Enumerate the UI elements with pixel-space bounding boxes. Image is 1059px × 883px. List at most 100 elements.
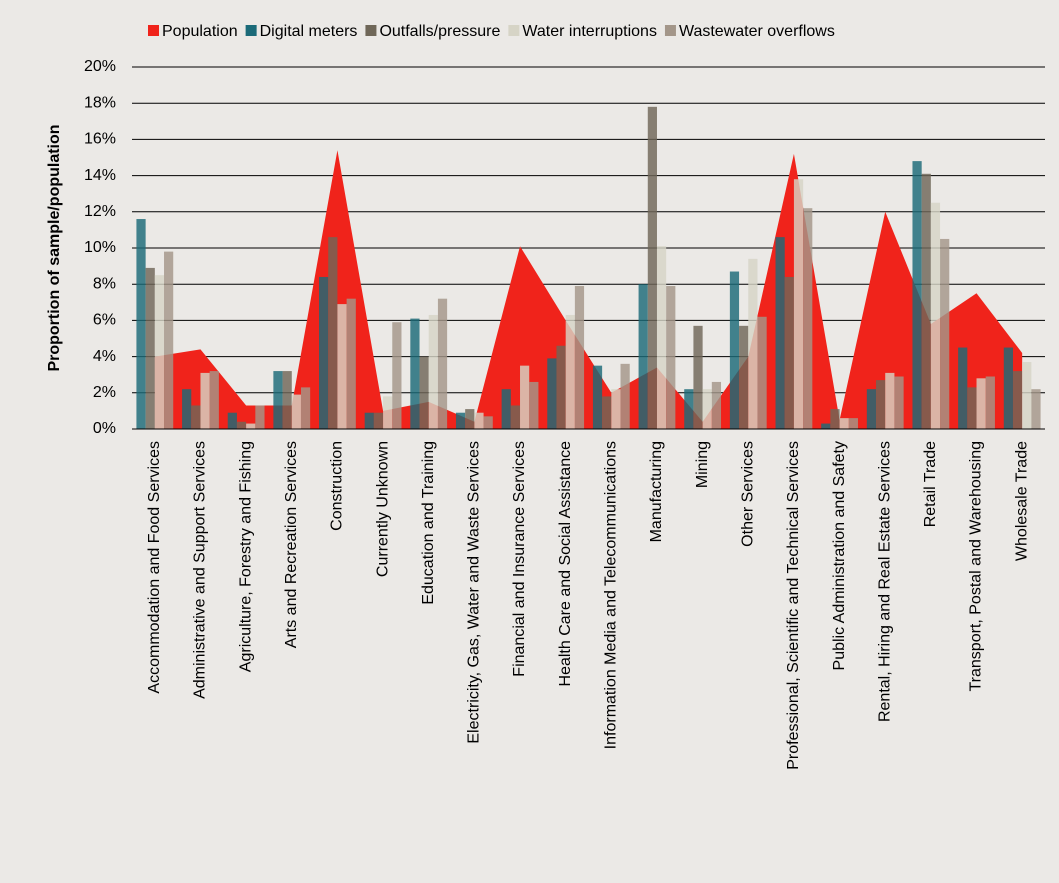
legend-label: Digital meters: [260, 23, 358, 40]
bar: [246, 423, 256, 429]
bar: [182, 389, 192, 429]
bar: [300, 387, 311, 429]
x-tick-label: Other Services: [739, 441, 756, 547]
x-tick-label: Construction: [329, 441, 346, 531]
bar: [620, 363, 630, 429]
x-tick-label: Information Media and Telecommunications: [603, 441, 620, 749]
x-tick-label: Arts and Recreation Services: [283, 441, 300, 648]
bar: [1022, 362, 1032, 429]
bar: [830, 409, 840, 429]
legend-swatch: [664, 25, 676, 36]
bar: [1031, 389, 1041, 429]
bar: [866, 389, 877, 429]
x-tick-label: Wholesale Trade: [1013, 441, 1030, 561]
legend-swatch: [148, 25, 159, 36]
legend-label: Wastewater overflows: [679, 23, 835, 40]
bar: [200, 372, 210, 429]
bar: [209, 371, 219, 429]
y-tick-label: 4%: [93, 348, 116, 365]
legend-swatch: [245, 25, 257, 36]
legend-label: Water interruptions: [522, 23, 657, 40]
y-tick-label: 16%: [84, 131, 116, 148]
bar: [967, 387, 977, 429]
bar: [711, 381, 722, 429]
bar: [876, 380, 886, 429]
bar: [821, 423, 831, 429]
x-tick-label: Mining: [694, 441, 711, 488]
y-tick-label: 6%: [93, 312, 116, 329]
bar: [383, 396, 393, 429]
bar: [930, 202, 941, 429]
bar: [346, 298, 356, 429]
y-tick-label: 20%: [84, 58, 116, 75]
bar: [656, 246, 667, 429]
bar: [136, 219, 146, 429]
bar: [483, 416, 493, 429]
bar: [410, 318, 420, 429]
bar: [921, 173, 931, 429]
bar: [236, 421, 247, 429]
bar: [940, 238, 950, 429]
y-tick-label: 18%: [84, 94, 116, 111]
bar: [602, 396, 612, 429]
legend-swatch: [365, 25, 377, 36]
x-tick-label: Rental, Hiring and Real Estate Services: [876, 441, 893, 722]
bar: [474, 412, 484, 429]
bar: [455, 412, 466, 429]
bar: [729, 271, 740, 429]
bar: [328, 237, 338, 429]
bar: [574, 286, 585, 429]
bar: [1012, 371, 1023, 429]
bar: [885, 372, 895, 429]
bar: [364, 412, 374, 429]
bar: [428, 314, 438, 429]
y-tick-label: 10%: [84, 239, 116, 256]
bar: [684, 389, 694, 429]
bar: [255, 405, 265, 429]
bar: [958, 347, 968, 429]
bar: [373, 412, 384, 429]
x-tick-label: Administrative and Support Services: [192, 441, 209, 699]
bar: [757, 316, 767, 429]
bar: [666, 286, 676, 429]
bar: [419, 356, 429, 429]
bar: [392, 322, 402, 429]
bar: [227, 412, 237, 429]
x-tick-label: Public Administration and Safety: [831, 441, 848, 670]
x-tick-label: Retail Trade: [922, 441, 939, 527]
y-tick-label: 14%: [84, 167, 116, 184]
bar: [839, 418, 849, 429]
y-tick-label: 12%: [84, 203, 116, 220]
y-tick-label: 2%: [93, 384, 116, 401]
legend-label: Population: [162, 23, 238, 40]
x-tick-label: Health Care and Social Assistance: [557, 441, 574, 687]
bar: [291, 394, 301, 429]
bar: [702, 389, 712, 429]
x-tick-label: Transport, Postal and Warehousing: [968, 441, 985, 692]
bar: [273, 371, 283, 429]
bar: [693, 325, 703, 429]
x-tick-label: Electricity, Gas, Water and Waste Servic…: [466, 441, 483, 744]
x-tick-label: Accommodation and Food Services: [146, 441, 163, 694]
bar: [547, 358, 557, 429]
bar: [465, 409, 475, 429]
bar: [894, 376, 904, 429]
bar: [739, 325, 749, 429]
bar: [611, 389, 621, 429]
x-tick-label: Agriculture, Forestry and Fishing: [237, 441, 254, 672]
bar: [775, 237, 785, 429]
bar: [565, 314, 575, 429]
bar: [556, 345, 566, 429]
bar: [803, 208, 813, 429]
bar: [647, 106, 657, 429]
bar: [592, 365, 603, 429]
legend-swatch: [508, 25, 520, 36]
bar: [848, 418, 858, 429]
bar: [510, 405, 521, 429]
bar: [191, 405, 201, 429]
bar: [912, 161, 922, 429]
bar: [154, 275, 165, 429]
bar: [784, 276, 794, 429]
x-tick-label: Professional, Scientific and Technical S…: [785, 441, 802, 770]
